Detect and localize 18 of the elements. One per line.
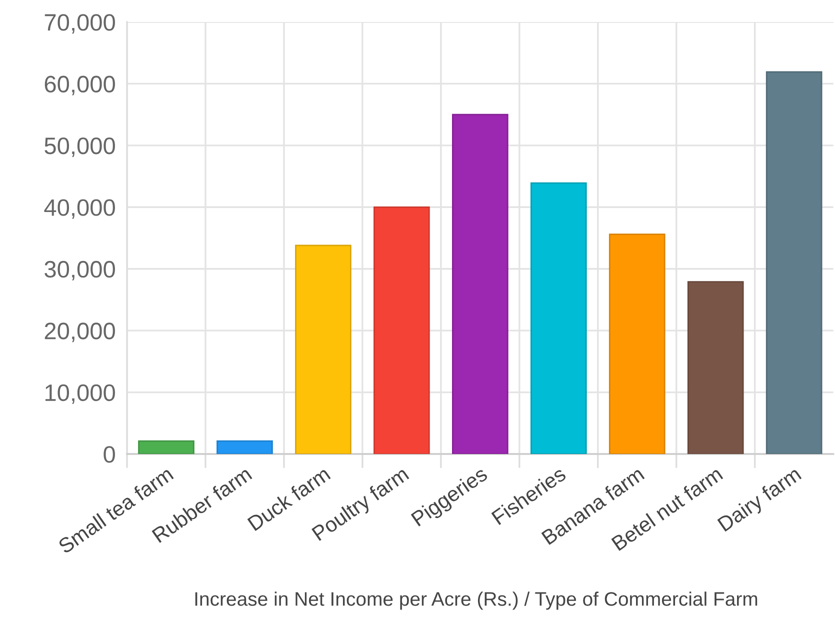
x-axis-title: Increase in Net Income per Acre (Rs.) / Type of Commercial Farm (195, 592, 758, 610)
bar (295, 244, 352, 454)
y-tick-label: 70,000 (44, 14, 115, 34)
bar (216, 440, 273, 454)
y-tick-label: 20,000 (44, 322, 115, 342)
y-tick-label: 40,000 (44, 199, 115, 219)
y-tick-label: 60,000 (44, 76, 115, 96)
bar (374, 206, 430, 454)
bar (530, 182, 587, 454)
bar (138, 440, 194, 454)
bar (452, 114, 508, 454)
y-tick-label: 0 (104, 446, 115, 463)
bar (766, 71, 822, 454)
y-tick-label: 10,000 (45, 384, 115, 404)
y-tick-label: 30,000 (44, 260, 115, 280)
y-tick-label: 50,000 (44, 137, 115, 158)
bar (608, 234, 666, 454)
bar (687, 281, 744, 454)
